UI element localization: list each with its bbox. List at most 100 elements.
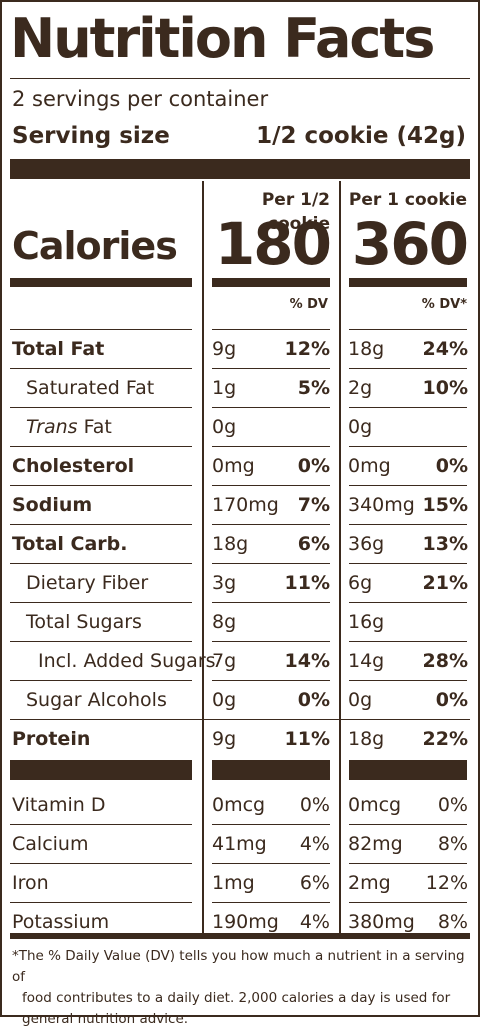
row-divider <box>212 824 330 825</box>
dv-full: 22% <box>422 728 468 750</box>
amount-full: 0mg <box>348 455 391 477</box>
nutrient-name: Total Sugars <box>26 611 142 633</box>
nutrient-name-rest: Fat <box>77 416 112 438</box>
row-divider <box>10 563 192 564</box>
nutrient-name: Potassium <box>12 911 110 933</box>
amount-half: 18g <box>212 533 249 555</box>
nutrient-row: Total Carb. 18g 6% 36g 13% <box>2 525 478 564</box>
row-divider <box>349 863 467 864</box>
calories-value-full: 360 <box>351 210 469 278</box>
dv-half: 6% <box>297 533 330 555</box>
calories-bar-label <box>10 278 192 287</box>
row-divider <box>349 602 467 603</box>
amount-half: 3g <box>212 572 237 594</box>
nutrient-name: Incl. Added Sugars <box>38 650 216 672</box>
amount-full: 0g <box>348 689 373 711</box>
row-divider <box>212 641 330 642</box>
row-divider <box>10 902 192 903</box>
nutrient-row: Total Sugars 8g 16g <box>2 603 478 642</box>
nutrient-name: Calcium <box>12 833 89 855</box>
column-divider-2 <box>339 181 341 935</box>
dv-full: 28% <box>422 650 468 672</box>
nutrient-row: Protein 9g 11% 18g 22% <box>2 720 478 759</box>
serving-size-bar <box>10 159 470 179</box>
serving-size-value: 1/2 cookie (42g) <box>256 123 466 149</box>
nutrient-row: Trans Fat 0g 0g <box>2 408 478 447</box>
row-divider <box>349 368 467 369</box>
nutrient-name: Cholesterol <box>12 455 135 477</box>
amount-full: 0g <box>348 416 373 438</box>
vitamin-row: Iron 1mg 6% 2mg 12% <box>2 864 478 903</box>
amount-half: 190mg <box>212 911 279 933</box>
row-divider <box>212 902 330 903</box>
vitamin-row: Vitamin D 0mcg 0% 0mcg 0% <box>2 786 478 825</box>
calories-value-half: 180 <box>214 210 332 278</box>
calories-bar-full <box>349 278 467 287</box>
row-divider <box>349 563 467 564</box>
amount-full: 340mg <box>348 494 415 516</box>
nutrient-name: Sodium <box>12 494 93 516</box>
amount-full: 82mg <box>348 833 403 855</box>
row-divider <box>10 719 470 720</box>
calories-bar-half <box>212 278 330 287</box>
amount-full: 18g <box>348 728 385 750</box>
footnote-line: general nutrition advice. <box>22 1011 189 1027</box>
row-divider <box>212 680 330 681</box>
vitamin-row: Calcium 41mg 4% 82mg 8% <box>2 825 478 864</box>
row-divider <box>212 563 330 564</box>
servings-per-container: 2 servings per container <box>12 87 269 111</box>
nutrient-row: Total Fat 9g 12% 18g 24% <box>2 330 478 369</box>
dv-half: 4% <box>299 911 330 933</box>
nutrient-name: Dietary Fiber <box>26 572 149 594</box>
amount-half: 8g <box>212 611 237 633</box>
dv-full: 24% <box>422 338 468 360</box>
footnote-bar <box>10 933 470 939</box>
amount-full: 36g <box>348 533 385 555</box>
dv-half: 14% <box>284 650 330 672</box>
calories-label: Calories <box>12 224 178 268</box>
row-divider <box>212 368 330 369</box>
nutrient-row: Saturated Fat 1g 5% 2g 10% <box>2 369 478 408</box>
amount-half: 0g <box>212 416 237 438</box>
nutrient-name: Iron <box>12 872 49 894</box>
amount-full: 6g <box>348 572 373 594</box>
column-header-full: Per 1 cookie <box>348 190 467 210</box>
row-divider <box>349 485 467 486</box>
row-divider <box>212 329 330 330</box>
row-divider <box>349 524 467 525</box>
row-divider <box>212 485 330 486</box>
row-divider <box>349 680 467 681</box>
serving-size-label: Serving size <box>12 123 170 149</box>
row-divider <box>212 446 330 447</box>
nutrient-name-italic: Trans <box>26 416 78 438</box>
row-divider <box>10 641 192 642</box>
row-divider <box>349 407 467 408</box>
title-divider <box>10 78 470 79</box>
row-divider <box>10 329 192 330</box>
nutrient-row: Cholesterol 0mg 0% 0mg 0% <box>2 447 478 486</box>
dv-half: 4% <box>299 833 330 855</box>
dv-half: 0% <box>297 689 330 711</box>
dv-full: 0% <box>435 689 468 711</box>
amount-half: 1mg <box>212 872 255 894</box>
column-divider-1 <box>202 181 204 935</box>
dv-full: 21% <box>422 572 468 594</box>
dv-half: 5% <box>297 377 330 399</box>
dv-header-half: % DV <box>289 297 328 312</box>
amount-half: 0mcg <box>212 794 266 816</box>
vitamin-section-bar <box>349 760 467 780</box>
amount-half: 170mg <box>212 494 279 516</box>
vitamin-row: Potassium 190mg 4% 380mg 8% <box>2 903 478 942</box>
row-divider <box>212 863 330 864</box>
amount-half: 9g <box>212 728 237 750</box>
amount-half: 9g <box>212 338 237 360</box>
nutrient-row: Dietary Fiber 3g 11% 6g 21% <box>2 564 478 603</box>
dv-half: 12% <box>284 338 330 360</box>
footnote: *The % Daily Value (DV) tells you how mu… <box>12 946 472 1030</box>
footnote-line: *The % Daily Value (DV) tells you how mu… <box>12 948 465 985</box>
row-divider <box>212 524 330 525</box>
row-divider <box>212 602 330 603</box>
amount-full: 16g <box>348 611 385 633</box>
dv-half: 0% <box>297 455 330 477</box>
